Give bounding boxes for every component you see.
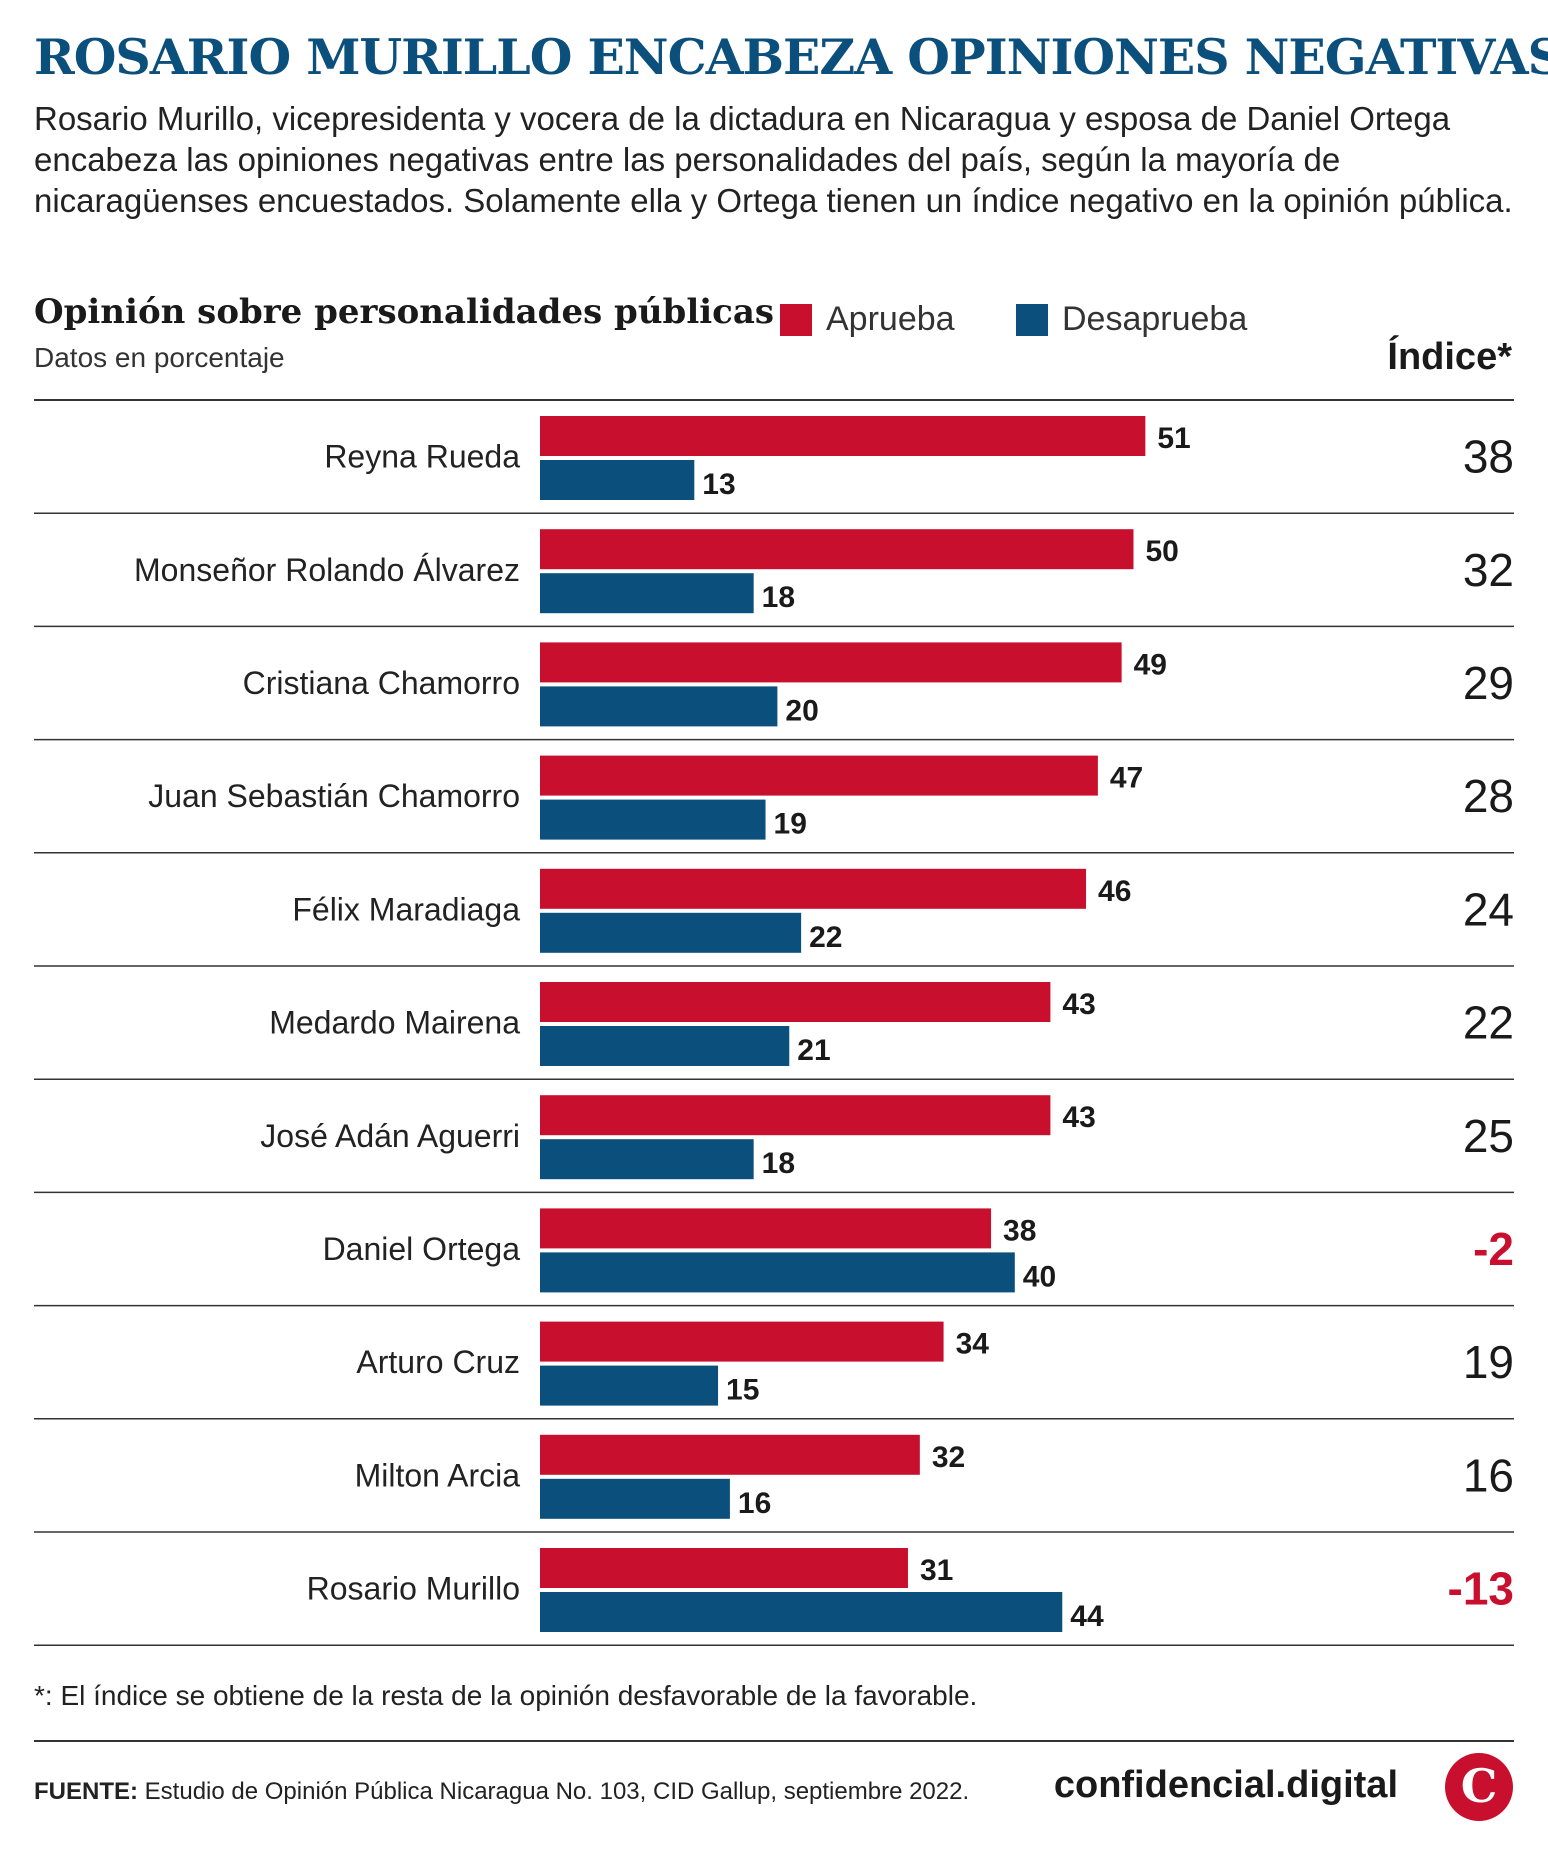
bar-approve: [540, 529, 1134, 570]
value-label-disapprove: 15: [726, 1374, 759, 1407]
legend-approve: Aprueba: [780, 300, 955, 339]
legend-approve-swatch: [780, 303, 812, 336]
value-label-approve: 47: [1110, 762, 1143, 795]
source-label: FUENTE:: [34, 1778, 138, 1805]
bar-disapprove: [540, 1478, 730, 1519]
chart-units: Datos en porcentaje: [34, 342, 285, 373]
legend-disapprove-label: Desaprueba: [1062, 300, 1248, 338]
category-label: Milton Arcia: [355, 1457, 521, 1493]
value-label-approve: 49: [1134, 648, 1167, 681]
brand-logo-icon: C: [1445, 1753, 1513, 1821]
bar-approve: [540, 1095, 1051, 1136]
bar-disapprove: [540, 1365, 719, 1406]
bar-disapprove: [540, 686, 778, 727]
bar-disapprove: [540, 573, 754, 614]
legend-disapprove: Desaprueba: [1016, 300, 1247, 339]
value-label-approve: 32: [932, 1441, 965, 1474]
bar-disapprove: [540, 912, 802, 953]
category-label: Daniel Ortega: [323, 1231, 521, 1267]
category-label: Juan Sebastián Chamorro: [148, 778, 520, 814]
category-label: Rosario Murillo: [307, 1571, 520, 1607]
index-value: 29: [1463, 657, 1514, 709]
category-label: Cristiana Chamorro: [243, 665, 520, 701]
index-header: Índice*: [1387, 336, 1512, 378]
footer-divider: [34, 1740, 1514, 1742]
bar-approve: [540, 642, 1122, 683]
bar-approve: [540, 868, 1087, 909]
category-label: Monseñor Rolando Álvarez: [134, 552, 520, 588]
value-label-approve: 46: [1098, 875, 1131, 908]
bar-approve: [540, 755, 1098, 796]
brand-logo-letter: C: [1461, 1759, 1498, 1813]
value-label-disapprove: 18: [762, 1147, 795, 1180]
index-value: 32: [1463, 544, 1514, 596]
value-label-disapprove: 44: [1070, 1600, 1104, 1633]
bar-approve: [540, 416, 1146, 456]
index-value: 38: [1463, 431, 1514, 483]
value-label-disapprove: 18: [762, 581, 795, 614]
legend-disapprove-swatch: [1016, 303, 1048, 336]
category-label: Medardo Mairena: [269, 1005, 520, 1041]
bar-approve: [540, 1321, 944, 1362]
index-value: 19: [1463, 1336, 1514, 1388]
value-label-disapprove: 22: [809, 921, 842, 954]
source: FUENTE: Estudio de Opinión Pública Nicar…: [34, 1778, 969, 1806]
value-label-approve: 51: [1157, 422, 1190, 455]
value-label-approve: 34: [956, 1328, 990, 1361]
value-label-disapprove: 21: [797, 1034, 830, 1067]
value-label-approve: 50: [1146, 535, 1179, 568]
brand-name: confidencial.digital: [1053, 1764, 1398, 1806]
chart-title: Opinión sobre personalidades públicas: [34, 292, 775, 332]
value-label-approve: 31: [920, 1554, 953, 1587]
bar-approve: [540, 1434, 920, 1475]
bar-disapprove: [540, 1592, 1063, 1632]
value-label-disapprove: 16: [738, 1487, 771, 1520]
page-title: ROSARIO MURILLO ENCABEZA OPINIONES NEGAT…: [34, 28, 1548, 86]
index-value: -2: [1473, 1223, 1514, 1275]
bar-approve: [540, 1548, 908, 1588]
intro-text: Rosario Murillo, vicepresidenta y vocera…: [34, 100, 1513, 219]
index-value: -13: [1448, 1563, 1514, 1615]
value-label-disapprove: 40: [1023, 1260, 1056, 1293]
legend-approve-label: Aprueba: [826, 300, 955, 338]
value-label-approve: 43: [1062, 1101, 1095, 1134]
value-label-approve: 38: [1003, 1214, 1036, 1247]
index-value: 16: [1463, 1449, 1514, 1501]
bar-disapprove: [540, 1252, 1015, 1293]
bar-disapprove: [540, 1139, 754, 1180]
index-value: 24: [1463, 883, 1514, 935]
bar-disapprove: [540, 460, 695, 500]
bar-disapprove: [540, 799, 766, 840]
category-label: Arturo Cruz: [356, 1344, 520, 1380]
category-label: Reyna Rueda: [324, 439, 520, 475]
category-label: Félix Maradiaga: [292, 891, 520, 927]
value-label-approve: 43: [1062, 988, 1095, 1021]
index-value: 22: [1463, 997, 1514, 1049]
value-label-disapprove: 20: [785, 694, 818, 727]
category-label: José Adán Aguerri: [260, 1118, 520, 1154]
bar-approve: [540, 1208, 992, 1249]
footnote: *: El índice se obtiene de la resta de l…: [34, 1680, 978, 1711]
value-label-disapprove: 19: [774, 808, 807, 841]
index-value: 28: [1463, 770, 1514, 822]
bar-disapprove: [540, 1026, 790, 1066]
index-value: 25: [1463, 1110, 1514, 1162]
bar-chart: Reyna Rueda 51 13 38 Monseñor Rolando Álvare…: [34, 399, 1514, 1646]
source-text: Estudio de Opinión Pública Nicaragua No.…: [144, 1778, 970, 1805]
value-label-disapprove: 13: [702, 468, 735, 501]
bar-approve: [540, 982, 1051, 1022]
